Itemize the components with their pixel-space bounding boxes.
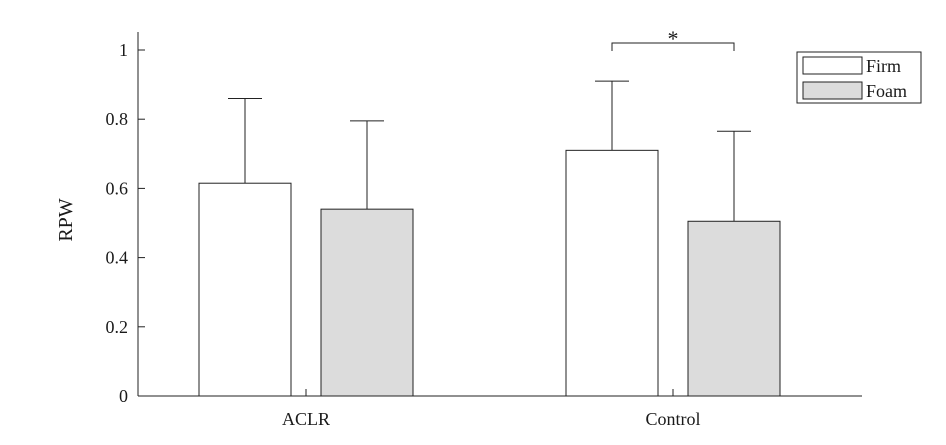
significance-bracket	[611, 42, 735, 51]
y-tick-label: 0.2	[106, 317, 129, 337]
error-bars	[228, 80, 751, 222]
x-ticks: ACLR Control	[282, 389, 701, 429]
y-tick-label: 0	[119, 386, 128, 406]
legend-swatch-foam	[802, 81, 863, 100]
bar-foam-control	[687, 220, 781, 397]
legend-swatch-firm	[802, 56, 863, 75]
x-tick-label: Control	[645, 409, 700, 429]
bars	[198, 149, 781, 397]
significance-annotations: *	[611, 26, 735, 51]
y-tick-label: 1	[119, 40, 128, 60]
y-tick-label: 0.4	[106, 248, 129, 268]
y-axis-label: RPW	[55, 198, 77, 241]
significance-label: *	[668, 26, 679, 51]
legend-label-firm: Firm	[866, 56, 901, 76]
legend: Firm Foam	[796, 51, 922, 104]
bar-firm-control	[565, 149, 659, 397]
y-ticks: 0 0.2 0.4 0.6 0.8 1	[106, 40, 145, 406]
y-tick-label: 0.8	[106, 109, 129, 129]
bar-firm-aclr	[198, 182, 292, 397]
y-tick-label: 0.6	[106, 178, 129, 198]
legend-label-foam: Foam	[866, 81, 907, 101]
x-tick-label: ACLR	[282, 409, 330, 429]
bar-foam-aclr	[320, 208, 414, 397]
